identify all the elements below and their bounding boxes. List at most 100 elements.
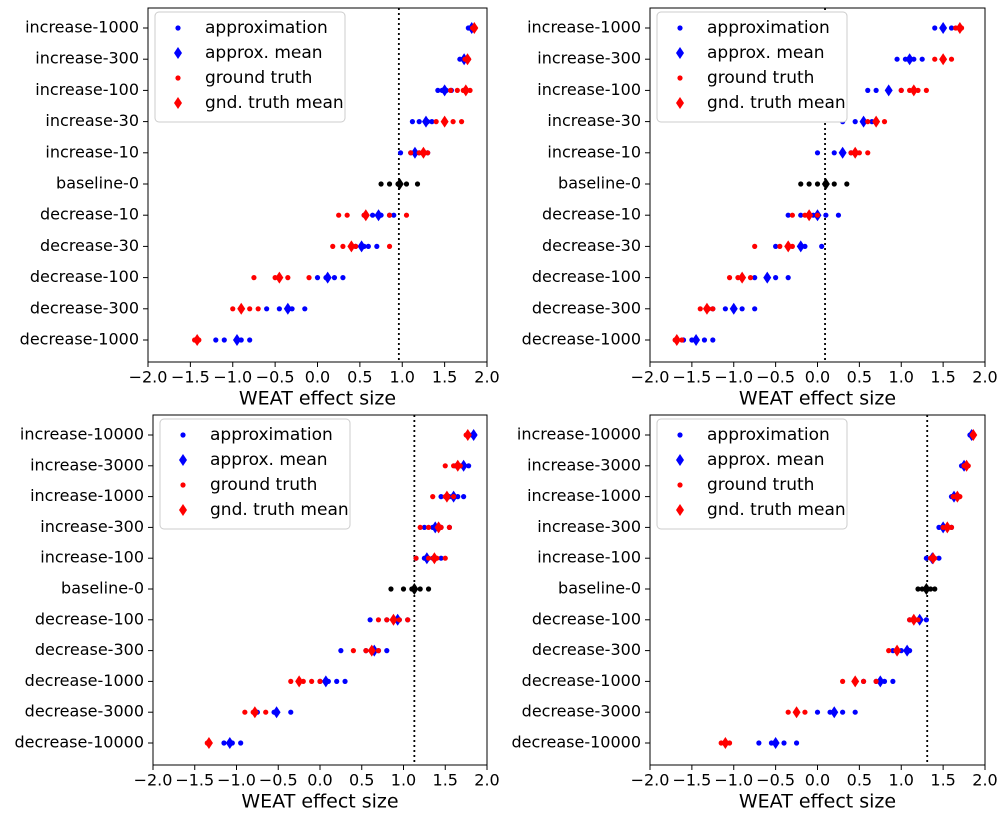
data-point bbox=[923, 617, 929, 623]
mean-marker bbox=[763, 271, 772, 284]
data-point bbox=[894, 56, 900, 62]
data-point bbox=[285, 275, 291, 281]
x-tick-label: 1.0 bbox=[391, 771, 416, 790]
legend-marker bbox=[180, 432, 186, 438]
legend-label: approx. mean bbox=[205, 43, 323, 63]
data-point bbox=[798, 181, 804, 187]
data-point bbox=[247, 337, 253, 343]
data-point bbox=[890, 678, 896, 685]
y-tick-label: baseline-0 bbox=[56, 174, 139, 193]
mean-marker bbox=[421, 115, 430, 128]
data-point bbox=[365, 243, 371, 249]
data-point bbox=[447, 87, 454, 93]
mean-marker bbox=[470, 22, 479, 34]
data-point bbox=[450, 119, 456, 125]
mean-marker bbox=[357, 240, 366, 253]
data-point bbox=[255, 306, 261, 312]
data-point bbox=[276, 306, 282, 312]
mean-marker bbox=[893, 644, 902, 657]
x-tick-label: 0.5 bbox=[347, 368, 372, 387]
legend: approximation approx. mean ground truth gnd… bbox=[154, 11, 346, 123]
y-tick-label: increase-100 bbox=[537, 548, 641, 567]
axes-frame bbox=[649, 414, 986, 766]
data-point bbox=[425, 586, 432, 592]
y-tick-label: increase-30 bbox=[547, 111, 641, 130]
mean-marker bbox=[419, 146, 428, 159]
mean-marker bbox=[721, 737, 730, 749]
data-point bbox=[374, 243, 380, 249]
y-tick-label: increase-1000 bbox=[30, 486, 144, 505]
data-point bbox=[442, 555, 448, 561]
x-tick-label: −1.5 bbox=[175, 771, 214, 790]
data-point bbox=[710, 337, 716, 343]
mean-marker bbox=[463, 429, 472, 441]
data-point bbox=[221, 740, 227, 746]
data-point bbox=[442, 463, 448, 469]
legend-label: ground truth bbox=[707, 475, 814, 495]
mean-marker bbox=[367, 644, 376, 657]
data-point bbox=[948, 25, 955, 31]
legend-marker bbox=[175, 75, 181, 81]
mean-marker bbox=[876, 675, 885, 688]
subplot: increase-10000increase-3000increase-1000… bbox=[14, 414, 500, 813]
axes-frame bbox=[649, 7, 986, 363]
data-point bbox=[932, 25, 938, 31]
y-tick-label: baseline-0 bbox=[61, 579, 144, 598]
data-point bbox=[417, 524, 423, 531]
data-point bbox=[417, 586, 423, 592]
mean-marker bbox=[929, 552, 938, 565]
mean-marker bbox=[692, 334, 701, 346]
data-point bbox=[391, 212, 397, 218]
data-point bbox=[430, 494, 436, 500]
data-point bbox=[247, 306, 253, 312]
data-point bbox=[756, 740, 762, 746]
x-tick-label: 0.0 bbox=[805, 771, 830, 790]
y-tick-label: decrease-10 bbox=[40, 205, 139, 224]
data-point bbox=[314, 275, 321, 281]
data-point bbox=[288, 678, 294, 685]
data-point bbox=[865, 119, 871, 125]
data-point bbox=[739, 306, 745, 312]
legend-label: gnd. truth mean bbox=[707, 93, 846, 113]
data-point bbox=[781, 740, 787, 746]
data-point bbox=[288, 709, 294, 715]
y-tick-label: decrease-10000 bbox=[14, 733, 144, 752]
mean-marker bbox=[821, 178, 830, 190]
subplot: increase-1000 increase-300 increase-100 inc… bbox=[522, 7, 998, 410]
data-point bbox=[923, 555, 929, 561]
data-point bbox=[309, 678, 315, 685]
mean-marker bbox=[321, 675, 330, 688]
data-point bbox=[747, 275, 754, 281]
data-point bbox=[403, 181, 410, 187]
data-point bbox=[408, 150, 414, 156]
mean-marker bbox=[909, 84, 918, 97]
y-tick-label: decrease-10000 bbox=[511, 733, 641, 752]
data-point bbox=[342, 678, 348, 685]
data-point bbox=[840, 678, 846, 685]
data-point bbox=[396, 617, 402, 623]
mean-marker bbox=[410, 583, 419, 595]
data-point bbox=[330, 243, 336, 249]
mean-marker bbox=[838, 146, 847, 159]
x-axis-label: WEAT effect size bbox=[739, 791, 896, 813]
legend-marker bbox=[677, 75, 683, 81]
y-tick-label: increase-10 bbox=[547, 142, 641, 161]
data-point bbox=[242, 709, 248, 715]
data-point bbox=[421, 524, 427, 531]
data-point bbox=[438, 555, 444, 561]
mean-marker bbox=[771, 737, 780, 749]
subplot: increase-1000 increase-300 increase-100 inc… bbox=[20, 7, 500, 410]
mean-marker bbox=[738, 271, 747, 284]
x-tick-label: −0.5 bbox=[756, 771, 795, 790]
data-point bbox=[814, 212, 821, 218]
y-tick-label: decrease-300 bbox=[532, 640, 641, 659]
x-tick-label: −2.0 bbox=[631, 368, 670, 387]
data-point bbox=[873, 87, 879, 93]
y-tick-label: decrease-1000 bbox=[522, 671, 641, 690]
legend-marker bbox=[174, 47, 182, 59]
y-tick-label: baseline-0 bbox=[558, 579, 641, 598]
mean-marker bbox=[953, 490, 962, 503]
legend-marker bbox=[677, 432, 683, 438]
mean-marker bbox=[434, 521, 443, 534]
data-point bbox=[819, 243, 825, 249]
